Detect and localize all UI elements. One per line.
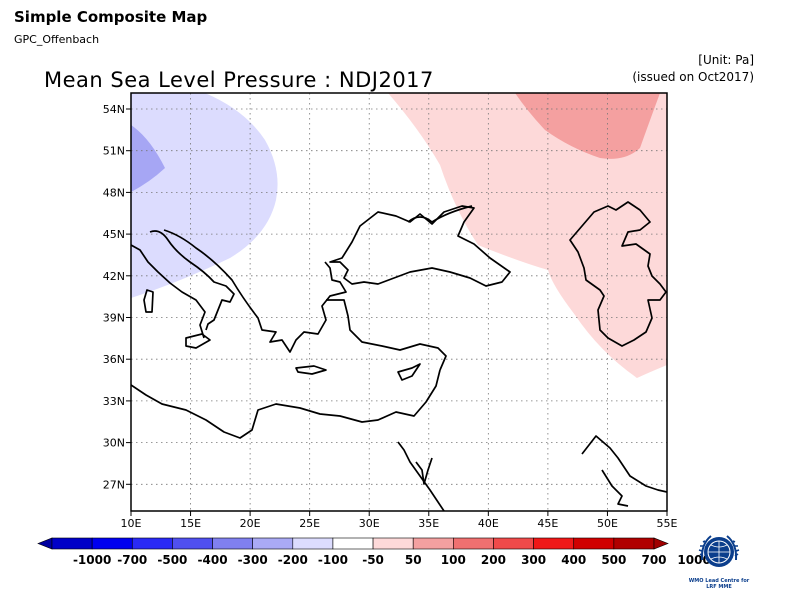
lat-label: 39N [103, 312, 125, 325]
lon-label: 55E [657, 517, 678, 530]
lat-label: 51N [103, 145, 125, 158]
lon-label: 45E [537, 517, 558, 530]
colorbar-segment [91, 537, 133, 550]
colorbar-segment [51, 537, 93, 550]
coast-arabia-east [581, 435, 667, 493]
logo-text-line2: LRF MME [706, 584, 732, 590]
lon-label: 30E [359, 517, 380, 530]
coast-italy [149, 230, 235, 331]
wmo-emblem-icon [698, 535, 740, 567]
source-label: GPC_Offenbach [14, 33, 100, 46]
colorbar-label: 700 [641, 553, 666, 567]
colorbar-segment [653, 537, 669, 550]
colorbar-segment [493, 537, 534, 550]
coast-levant-north-africa [131, 369, 441, 439]
coast-cyprus [397, 363, 421, 381]
coast-crete [295, 365, 327, 375]
lon-label: 15E [180, 517, 201, 530]
colorbar-label: -300 [238, 553, 268, 567]
logo-text-line1: WMO Lead Centre for [688, 578, 750, 584]
coast-balkans-greece [163, 229, 347, 353]
colorbar-label: 400 [561, 553, 586, 567]
negative-anomaly-north-west [131, 93, 278, 298]
lon-label: 35E [418, 517, 439, 530]
coast-sardinia [143, 289, 154, 313]
coast-sinai [415, 457, 433, 485]
colorbar-label: -1000 [73, 553, 111, 567]
coast-anatolia [326, 299, 447, 371]
lat-label: 36N [103, 353, 125, 366]
colorbar-segment [613, 537, 655, 550]
coast-sicily [185, 333, 211, 349]
coast-caspian [569, 201, 667, 347]
coast-arabia-gulf [601, 469, 629, 507]
colorbar-segment [573, 537, 615, 550]
lat-axis: 54N 51N 48N 45N 42N 39N 36N 33N 30N 27N [103, 103, 131, 491]
colorbar-segment [372, 537, 414, 550]
colorbar-segment [252, 537, 294, 550]
colorbar-segment [292, 537, 334, 550]
lat-label: 30N [103, 437, 125, 450]
colorbar-label: -500 [157, 553, 187, 567]
colorbar-label: 100 [441, 553, 466, 567]
coast-red-sea-west [397, 441, 445, 511]
colorbar-label: -50 [362, 553, 384, 567]
positive-anomaly-east [388, 93, 667, 378]
lat-label: 27N [103, 478, 125, 491]
issued-label: (issued on Oct2017) [632, 70, 754, 84]
colorbar-segment [412, 537, 454, 550]
wmo-logo: WMO Lead Centre for LRF MME [688, 530, 750, 590]
lon-label: 40E [478, 517, 499, 530]
map-title: Mean Sea Level Pressure : NDJ2017 [44, 68, 434, 92]
colorbar-label: 200 [481, 553, 506, 567]
colorbar-label: 50 [405, 553, 422, 567]
lat-label: 33N [103, 395, 125, 408]
colorbar: -1000 -700 -500 -400 -300 -200 -100 -50 50 100 200… [37, 537, 711, 567]
positive-anomaly-core [515, 93, 660, 159]
negative-anomaly-core [131, 125, 165, 192]
colorbar-segment [533, 537, 575, 550]
unit-label: [Unit: Pa] [698, 53, 754, 67]
colorbar-label: -400 [198, 553, 228, 567]
colorbar-segment [172, 537, 213, 550]
colorbar-segment [332, 537, 374, 550]
coast-western-europe [131, 244, 206, 339]
lon-label: 20E [240, 517, 261, 530]
colorbar-label: -700 [117, 553, 147, 567]
colorbar-label: 300 [521, 553, 546, 567]
colorbar-segment [212, 537, 253, 550]
colorbar-segment [131, 537, 173, 550]
colorbar-label: -200 [278, 553, 308, 567]
coast-crimea-azov [407, 205, 473, 223]
lon-axis: 10E 15E 20E 25E 30E 35E 40E 45E 50E 55E [121, 511, 678, 530]
header-title: Simple Composite Map [14, 8, 208, 26]
lat-label: 45N [103, 228, 125, 241]
lon-label: 50E [597, 517, 618, 530]
colorbar-segment [37, 537, 53, 550]
lat-label: 54N [103, 103, 125, 116]
colorbar-label: -100 [318, 553, 348, 567]
colorbar-segment [453, 537, 494, 550]
anomaly-shading [131, 93, 667, 378]
lat-label: 48N [103, 186, 125, 199]
lon-label: 10E [121, 517, 142, 530]
lon-label: 25E [299, 517, 320, 530]
coast-black-sea [329, 205, 511, 287]
lat-label: 42N [103, 270, 125, 283]
plot-frame [130, 92, 668, 512]
coastlines [131, 201, 667, 511]
colorbar-label: 500 [601, 553, 626, 567]
